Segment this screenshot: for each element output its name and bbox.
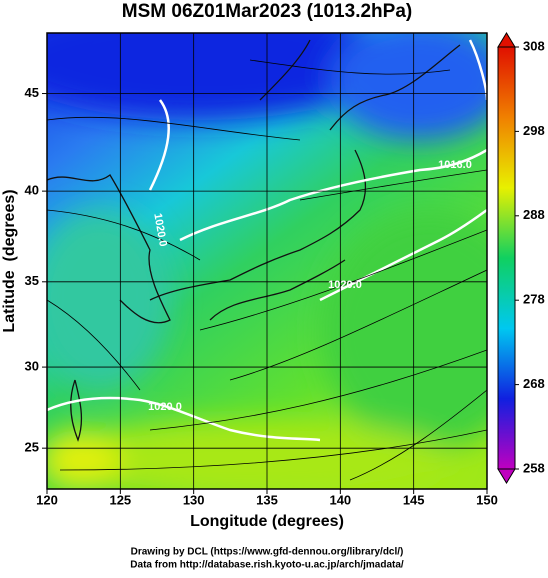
coastline [47, 39, 461, 442]
x-axis-label: Longitude (degrees) [190, 513, 344, 530]
colorbar-tick-label: 268 [523, 376, 545, 391]
y-tick-label: 35 [25, 273, 39, 288]
x-tick-label: 120 [36, 492, 58, 507]
colorbar-fill [497, 46, 516, 470]
colorbar-tick-label: 278 [523, 292, 545, 307]
x-tick-label: 140 [329, 492, 351, 507]
colorbar-tick-label: 258 [523, 460, 545, 475]
contour-label: 1020.0 [328, 279, 362, 291]
x-tick-label: 135 [256, 492, 278, 507]
field [47, 33, 487, 489]
contour-label: 1020.0 [148, 401, 182, 413]
footer: Drawing by DCL (https://www.gfd-dennou.o… [131, 547, 404, 558]
x-tick-label: 130 [183, 492, 205, 507]
colorbar: 258 268 278 288 298 308 [497, 32, 545, 484]
x-tick-label: 150 [476, 492, 498, 507]
colorbar-extend [497, 468, 516, 484]
grid [46, 33, 488, 489]
colorbar-tick-label: 308 [523, 38, 545, 53]
chart-title: MSM 06Z01Mar2023 (1013.2hPa) [122, 1, 412, 22]
isobar [47, 39, 487, 442]
footer: Data from http://database.rish.kyoto-u.a… [130, 560, 404, 571]
streamlines [47, 59, 487, 481]
contour-label: 1020.0 [151, 212, 169, 247]
y-tick-label: 30 [25, 359, 39, 374]
y-axis-label: Latitude (degrees) [1, 189, 18, 332]
x-tick-label: 125 [109, 492, 131, 507]
y-tick-label: 40 [25, 183, 39, 198]
y-tick-label: 25 [25, 440, 39, 455]
contour-label: 1016.0 [438, 159, 472, 171]
colorbar-extend [497, 32, 516, 48]
colorbar-tick-label: 298 [523, 123, 545, 138]
y-tick-label: 45 [25, 85, 39, 100]
colorbar-tick-label: 288 [523, 207, 545, 222]
x-tick-label: 145 [403, 492, 425, 507]
